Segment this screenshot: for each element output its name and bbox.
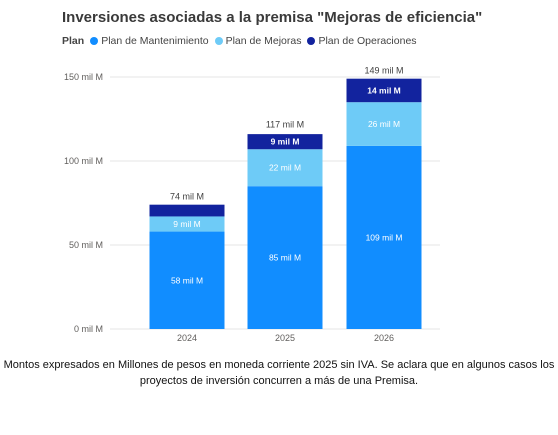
data-label: 14 mil M bbox=[367, 85, 401, 95]
bar-segment[interactable] bbox=[247, 186, 323, 329]
total-label: 74 mil M bbox=[170, 192, 204, 202]
chart-title: Inversiones asociadas a la premisa "Mejo… bbox=[62, 9, 483, 26]
bar-segment[interactable] bbox=[346, 102, 422, 146]
data-label: 9 mil M bbox=[173, 219, 200, 229]
y-tick-label: 50 mil M bbox=[69, 240, 103, 250]
data-label: 9 mil M bbox=[271, 137, 300, 147]
legend-dot-mantenimiento bbox=[90, 37, 99, 45]
bar-chart: 0 mil M 50 mil M 100 mil M 150 mil M 58 mil … bbox=[64, 66, 440, 343]
legend-label-mantenimiento: Plan de Mantenimiento bbox=[101, 35, 209, 47]
footnote: Montos expresados en Millones de pesos e… bbox=[3, 359, 555, 387]
total-label: 117 mil M bbox=[266, 119, 304, 129]
bar-segment[interactable] bbox=[149, 231, 225, 329]
legend-item-operaciones[interactable]: Plan de Operaciones bbox=[307, 35, 417, 47]
y-tick-label: 100 mil M bbox=[64, 156, 103, 166]
legend-label-operaciones: Plan de Operaciones bbox=[318, 35, 417, 47]
data-label: 85 mil M bbox=[269, 253, 301, 263]
legend: Plan Plan de Mantenimiento Plan de Mejor… bbox=[62, 35, 423, 47]
legend-label-mejoras: Plan de Mejoras bbox=[225, 35, 302, 47]
data-label: 109 mil M bbox=[366, 232, 403, 242]
legend-item-mejoras[interactable]: Plan de Mejoras bbox=[214, 35, 302, 47]
bar-segment[interactable] bbox=[247, 134, 323, 150]
bar-segment[interactable] bbox=[149, 204, 225, 217]
data-label: 26 mil M bbox=[368, 119, 400, 129]
bar-segment[interactable] bbox=[346, 78, 422, 103]
x-tick-label: 2026 bbox=[374, 333, 394, 343]
y-tick-label: 0 mil M bbox=[74, 324, 103, 334]
bar-segment[interactable] bbox=[247, 149, 323, 187]
legend-dot-operaciones bbox=[307, 37, 316, 45]
legend-title: Plan bbox=[62, 35, 85, 47]
data-label: 58 mil M bbox=[171, 275, 203, 285]
total-label: 149 mil M bbox=[364, 66, 403, 76]
legend-item-mantenimiento[interactable]: Plan de Mantenimiento bbox=[90, 35, 209, 47]
x-tick-label: 2024 bbox=[177, 333, 197, 343]
y-tick-label: 150 mil M bbox=[64, 72, 103, 82]
bar-segment[interactable] bbox=[149, 216, 225, 232]
x-tick-label: 2025 bbox=[275, 333, 295, 343]
data-label: 22 mil M bbox=[269, 163, 301, 173]
bar-segment[interactable] bbox=[346, 145, 422, 329]
legend-dot-mejoras bbox=[214, 37, 223, 45]
